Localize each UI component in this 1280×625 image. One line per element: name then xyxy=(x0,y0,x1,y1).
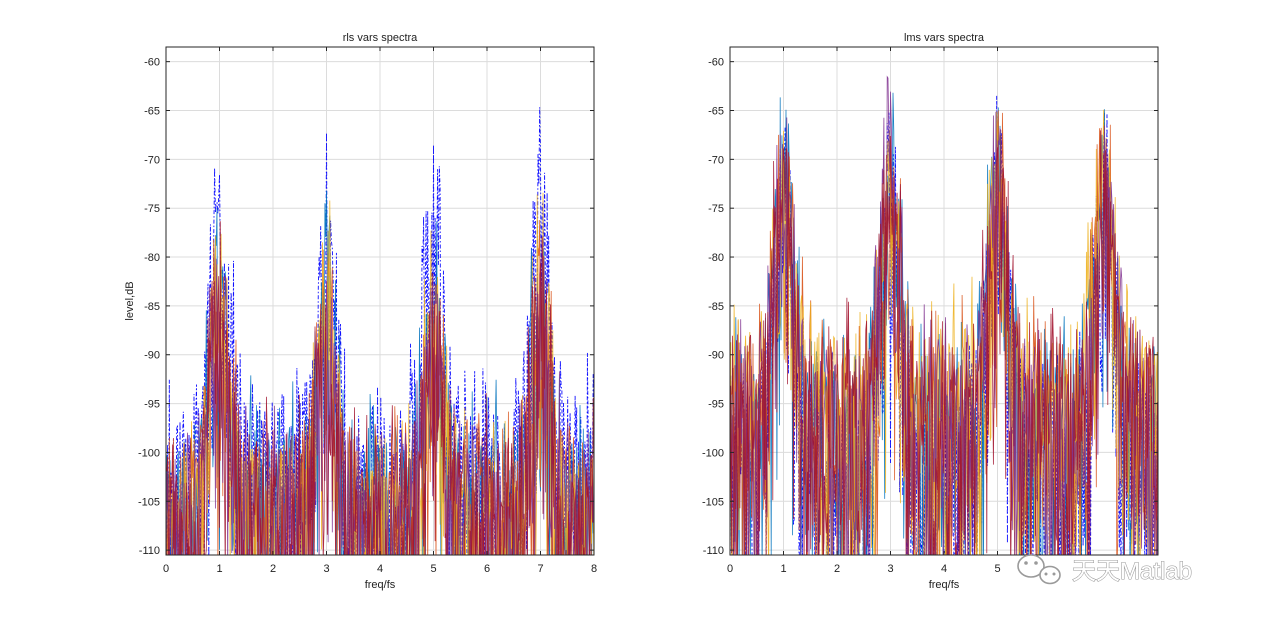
y-tick-label: -95 xyxy=(144,399,160,411)
y-tick-label: -80 xyxy=(144,252,160,264)
x-tick-label: 3 xyxy=(323,563,329,575)
x-tick-label: 5 xyxy=(430,563,436,575)
y-tick-label: -60 xyxy=(144,57,160,69)
x-tick-label: 0 xyxy=(727,563,733,575)
y-tick-label: -105 xyxy=(702,496,724,508)
x-tick-label: 1 xyxy=(216,563,222,575)
y-axis-label: level,dB xyxy=(124,281,136,320)
x-tick-label: 6 xyxy=(484,563,490,575)
x-axis-label: freq/fs xyxy=(929,579,960,591)
x-tick-label: 1 xyxy=(780,563,786,575)
x-tick-label: 7 xyxy=(537,563,543,575)
chart-title: lms vars spectra xyxy=(904,32,985,44)
x-tick-label: 3 xyxy=(887,563,893,575)
y-tick-label: -60 xyxy=(708,57,724,69)
y-tick-label: -110 xyxy=(703,545,724,557)
series-line-6 xyxy=(166,221,594,555)
series-line-3 xyxy=(166,219,592,555)
series-line-4 xyxy=(730,109,1158,555)
x-tick-label: 0 xyxy=(163,563,169,575)
y-tick-label: -90 xyxy=(708,350,724,362)
series-line-6 xyxy=(730,130,1158,555)
x-tick-label: 2 xyxy=(834,563,840,575)
watermark-text: 天天Matlab xyxy=(1072,558,1192,585)
y-tick-label: -75 xyxy=(144,203,160,215)
y-tick-label: -100 xyxy=(138,447,160,459)
x-tick-label: 2 xyxy=(270,563,276,575)
y-tick-label: -110 xyxy=(139,545,160,557)
chart-title: rls vars spectra xyxy=(343,32,418,44)
tick-marks: 0 1 2 3 4 5 6 7 8 -110 -105 -100 -95 -90 -85 -80 -75 -70 -… xyxy=(138,47,597,575)
wechat-logo-icon xyxy=(1017,554,1061,585)
watermark: 天天Matlab xyxy=(1017,554,1193,586)
y-tick-label: -105 xyxy=(138,496,160,508)
y-tick-label: -95 xyxy=(708,399,724,411)
tick-marks: 0 1 2 3 4 5 -110 -105 -100 -95 -90 -85 -80 -75 -70 -65 -… xyxy=(702,47,1158,575)
y-tick-label: -65 xyxy=(144,106,160,118)
y-tick-label: -65 xyxy=(708,106,724,118)
lms-spectra-plot: 0 1 2 3 4 5 -110 -105 -100 -95 -90 -85 -80 -75 -70 -65 -… xyxy=(702,32,1159,591)
series-group xyxy=(730,75,1158,555)
y-tick-label: -90 xyxy=(144,350,160,362)
y-tick-label: -85 xyxy=(708,301,724,313)
x-axis-label: freq/fs xyxy=(365,579,396,591)
y-tick-label: -100 xyxy=(702,447,724,459)
y-tick-label: -80 xyxy=(708,252,724,264)
rls-spectra-plot: 0 1 2 3 4 5 6 7 8 -110 -105 -100 -95 -90 -85 -80 -75 -70 -… xyxy=(124,32,597,591)
x-tick-label: 4 xyxy=(377,563,383,575)
x-tick-label: 8 xyxy=(591,563,597,575)
y-tick-label: -75 xyxy=(708,203,724,215)
y-tick-label: -85 xyxy=(144,301,160,313)
series-group xyxy=(166,107,594,555)
y-tick-label: -70 xyxy=(708,154,724,166)
x-tick-label: 5 xyxy=(994,563,1000,575)
y-tick-label: -70 xyxy=(144,154,160,166)
x-tick-label: 4 xyxy=(941,563,947,575)
